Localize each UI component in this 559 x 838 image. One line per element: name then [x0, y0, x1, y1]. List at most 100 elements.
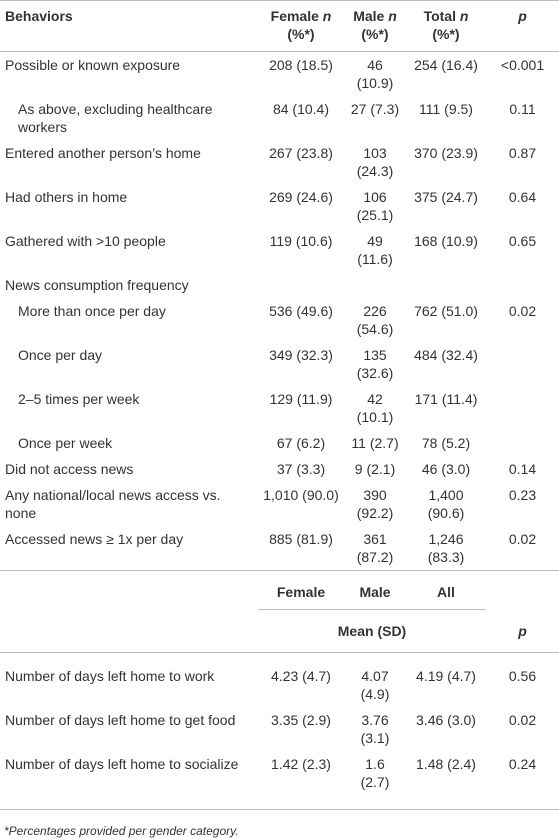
table-row: Once per day 349 (32.3) 135 (32.6) 484 (32.… — [0, 342, 559, 386]
cell: 27 (7.3) — [350, 101, 400, 117]
table-row: Gathered with >10 people 119 (10.6) 49 (11… — [0, 228, 559, 272]
row-label: Once per day — [18, 347, 103, 363]
cell: 762 (51.0) — [414, 303, 478, 319]
cell: 1.6 (2.7) — [360, 756, 390, 790]
cell: 0.56 — [508, 668, 537, 684]
empty-cell — [486, 272, 559, 298]
cell: 4.07 (4.9) — [360, 668, 390, 702]
footnote: *Percentages provided per gender categor… — [0, 809, 559, 838]
cell: 370 (23.9) — [414, 145, 478, 161]
cell: 0.02 — [508, 303, 537, 319]
cell: 3.76 (3.1) — [360, 712, 390, 746]
row-label: Once per week — [18, 435, 113, 451]
column-header: Mean (SD) — [337, 623, 407, 639]
row-label: Any national/local news access vs. none — [5, 487, 221, 521]
cell: 0.23 — [508, 487, 537, 503]
table-row: Had others in home 269 (24.6) 106 (25.1) 37… — [0, 184, 559, 228]
row-label: Number of days left home to socialize — [5, 756, 239, 772]
row-label: Number of days left home to get food — [5, 712, 236, 728]
cell: 9 (2.1) — [354, 461, 396, 477]
cell: <0.001 — [500, 57, 545, 73]
behaviors-table: Behaviors Female n (%*) Male n (%*) Total n… — [0, 0, 559, 571]
column-header: Male — [344, 571, 406, 610]
row-label: More than once per day — [18, 303, 166, 319]
cell: 208 (18.5) — [269, 57, 333, 73]
column-header: Male n (%*) — [344, 1, 406, 52]
cell: 37 (3.3) — [276, 461, 326, 477]
table-row: Once per week 67 (6.2) 11 (2.7) 78 (5.2) — [0, 430, 559, 456]
table-row: Any national/local news access vs. none 1… — [0, 482, 559, 526]
table-row: Number of days left home to socialize 1.4… — [0, 751, 559, 795]
cell: 1.42 (2.3) — [271, 756, 331, 772]
cell: 46 (3.0) — [421, 461, 471, 477]
empty-cell — [486, 342, 559, 386]
empty-cell — [344, 272, 406, 298]
table-body: Possible or known exposure 208 (18.5) 46 (… — [0, 52, 559, 571]
cell: 0.11 — [509, 101, 536, 117]
cell: 103 (24.3) — [356, 145, 394, 179]
cell: 885 (81.9) — [269, 531, 333, 547]
cell: 4.19 (4.7) — [416, 668, 476, 684]
header-text: (%*) — [287, 26, 315, 42]
cell: 375 (24.7) — [414, 189, 478, 205]
row-label: Had others in home — [5, 189, 128, 205]
cell: 42 (10.1) — [356, 391, 394, 425]
cell: 0.02 — [508, 531, 537, 547]
header-text: Behaviors — [5, 8, 73, 24]
table-row: News consumption frequency — [0, 272, 559, 298]
table-row: Entered another person’s home 267 (23.8) 1… — [0, 140, 559, 184]
cell: 1,010 (90.0) — [263, 487, 339, 503]
cell: 0.14 — [508, 461, 537, 477]
row-label: News consumption frequency — [5, 277, 189, 293]
header-text: p — [518, 623, 527, 639]
cell: 0.24 — [508, 756, 537, 772]
table-row: Accessed news ≥ 1x per day 885 (81.9) 361 … — [0, 526, 559, 571]
cell: 349 (32.3) — [269, 347, 333, 363]
mean-header: Female Male All p Mean (SD) — [0, 571, 559, 653]
cell: 0.87 — [508, 145, 537, 161]
mean-header-row: Mean (SD) — [0, 610, 559, 653]
table-row: Possible or known exposure 208 (18.5) 46 (… — [0, 52, 559, 97]
mean-body: Number of days left home to work 4.23 (4.… — [0, 653, 559, 796]
cell: 1,246 (83.3) — [427, 531, 465, 565]
cell: 135 (32.6) — [356, 347, 394, 381]
row-label: Possible or known exposure — [5, 57, 181, 73]
column-header: Behaviors — [0, 1, 258, 52]
cell: 78 (5.2) — [421, 435, 471, 451]
header-text: Female — [270, 8, 319, 24]
row-label: Entered another person’s home — [5, 145, 201, 161]
row-label: Accessed news ≥ 1x per day — [5, 531, 184, 547]
cell: 0.65 — [508, 233, 537, 249]
empty-cell — [486, 430, 559, 456]
column-header: Female — [258, 571, 344, 610]
cell: 361 (87.2) — [356, 531, 394, 565]
cell: 46 (10.9) — [356, 57, 394, 91]
header-text: (%*) — [361, 26, 389, 42]
header-text: p — [518, 8, 527, 24]
cell: 536 (49.6) — [269, 303, 333, 319]
header-row: Behaviors Female n (%*) Male n (%*) Total n… — [0, 0, 559, 52]
cell: 0.02 — [508, 712, 537, 728]
mean-header-row: Female Male All p — [0, 571, 559, 653]
column-header: Total n (%*) — [406, 1, 486, 52]
cell: 3.46 (3.0) — [416, 712, 476, 728]
cell: 11 (2.7) — [351, 435, 399, 451]
empty-cell — [486, 386, 559, 430]
row-label: Did not access news — [5, 461, 134, 477]
table-row: As above, excluding healthcare workers 84… — [0, 96, 559, 140]
cell: 0.64 — [508, 189, 537, 205]
cell: 267 (23.8) — [269, 145, 333, 161]
days-table: Female Male All p Mean (SD) Number of days l… — [0, 571, 559, 795]
cell: 3.35 (2.9) — [271, 712, 331, 728]
header-text: (%*) — [432, 26, 460, 42]
header-text: n — [388, 8, 397, 24]
cell: 106 (25.1) — [356, 189, 394, 223]
table-row: 2–5 times per week 129 (11.9) 42 (10.1) 171… — [0, 386, 559, 430]
column-header: Female n (%*) — [258, 1, 344, 52]
header-text: Total — [423, 8, 456, 24]
row-label: Gathered with >10 people — [5, 233, 166, 249]
cell: 49 (11.6) — [357, 233, 393, 267]
header-text: n — [322, 8, 332, 24]
cell: 129 (11.9) — [269, 391, 333, 407]
